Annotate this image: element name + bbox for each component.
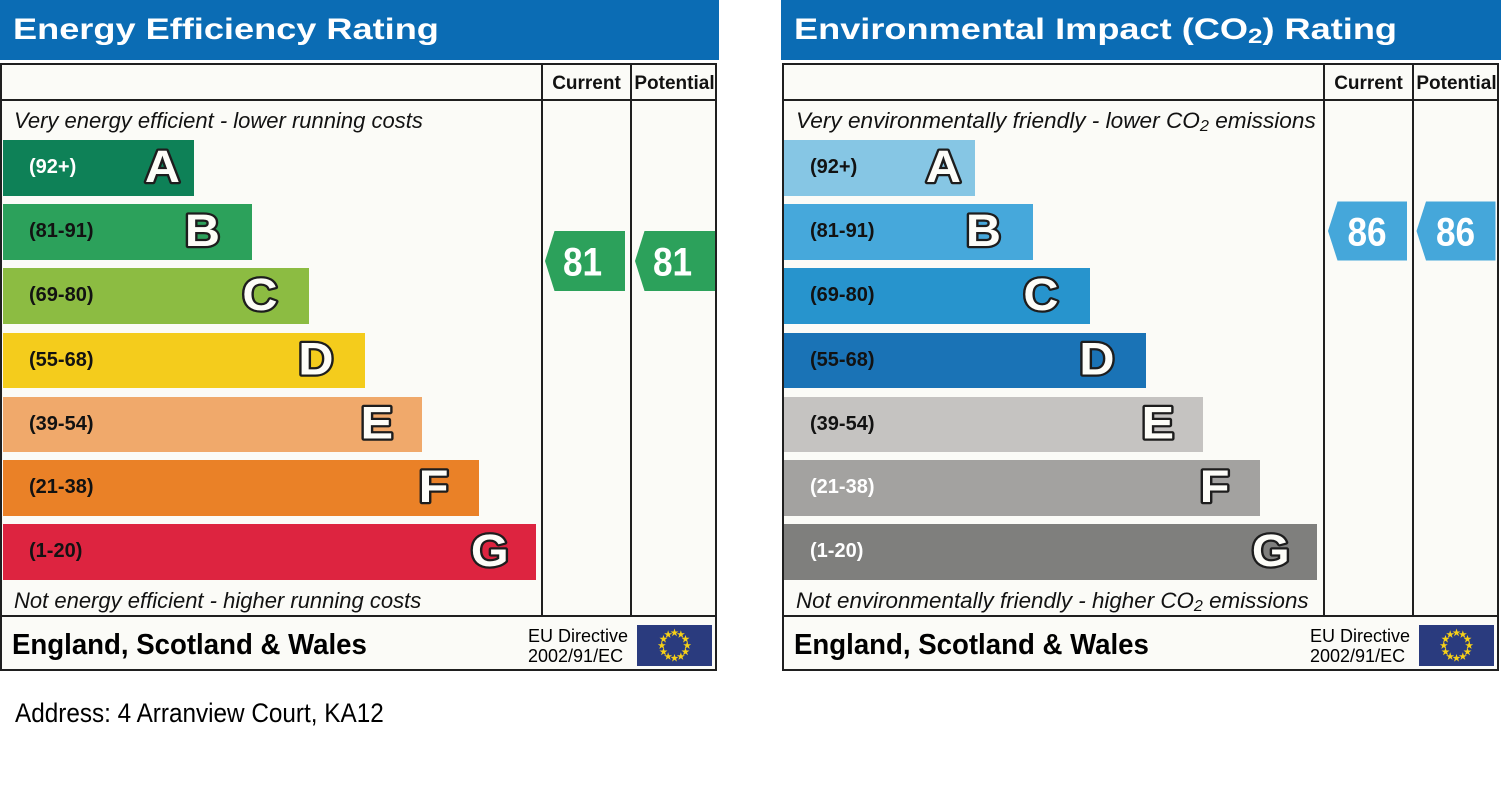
svg-text:D: D <box>298 334 333 384</box>
svg-text:A: A <box>926 142 961 192</box>
svg-text:86: 86 <box>1436 209 1475 254</box>
svg-text:E: E <box>1142 398 1174 448</box>
svg-text:86: 86 <box>1347 209 1386 254</box>
svg-text:G: G <box>471 526 509 576</box>
svg-text:F: F <box>419 462 449 512</box>
svg-text:C: C <box>1023 270 1058 320</box>
svg-text:B: B <box>966 206 1001 256</box>
svg-text:A: A <box>145 142 180 192</box>
svg-text:81: 81 <box>653 239 692 284</box>
svg-text:D: D <box>1079 334 1114 384</box>
svg-text:B: B <box>185 206 220 256</box>
svg-text:E: E <box>361 398 393 448</box>
svg-text:G: G <box>1252 526 1290 576</box>
svg-text:C: C <box>242 270 277 320</box>
svg-text:F: F <box>1200 462 1230 512</box>
svg-text:81: 81 <box>563 239 602 284</box>
